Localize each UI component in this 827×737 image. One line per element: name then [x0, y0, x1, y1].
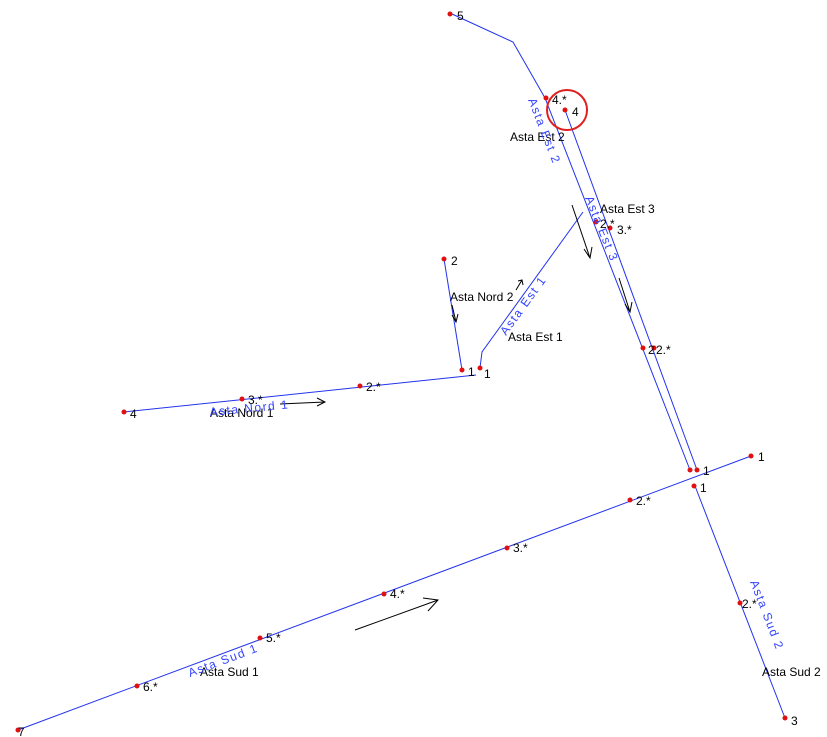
node-dot: [694, 467, 700, 473]
asset-name: Asta Est 2: [510, 130, 565, 144]
branch-line: [451, 13, 691, 471]
node-label: 5.*: [266, 631, 281, 645]
node-label: 7: [18, 725, 25, 737]
node-label: 2: [648, 343, 655, 357]
node-label: 3: [791, 714, 798, 728]
node-label: 5: [457, 9, 464, 23]
node-dot: [651, 345, 657, 351]
node-label: 2.*: [366, 380, 381, 394]
labels: 54.*42.* 3.*22 2.*1 12.*3.*41112.*3.*4.*5.*…: [18, 9, 821, 737]
node-dot: [543, 95, 549, 101]
node-label: 2.*: [656, 343, 671, 357]
node-dot: [357, 383, 363, 389]
node-dot: [748, 453, 754, 459]
node-dot: [459, 367, 465, 373]
node-label: 4.*: [552, 93, 567, 107]
node-label: 1: [484, 367, 491, 381]
node-dot: [239, 396, 245, 402]
node-dot: [687, 467, 693, 473]
node-label: 6.*: [143, 680, 158, 694]
branch-line: [443, 258, 463, 371]
node-dot: [737, 600, 743, 606]
node-dot: [15, 727, 21, 733]
node-dot: [691, 483, 697, 489]
asset-name: Asta Sud 2: [762, 665, 821, 679]
node-dot: [607, 225, 613, 231]
arrow: [279, 397, 327, 407]
selection-circle: [546, 89, 588, 131]
node-label: 1: [700, 481, 707, 495]
arrow: [354, 597, 440, 631]
node-dot: [782, 715, 788, 721]
node-dot: [504, 545, 510, 551]
arrows: [279, 204, 633, 631]
node-label: 3.*: [248, 393, 263, 407]
node-label: 3.*: [513, 541, 528, 555]
asset-name: Asta Est 3: [600, 202, 655, 216]
asset-name: Asta Est 1: [508, 330, 563, 344]
node-dot: [257, 635, 263, 641]
node-dot: [593, 219, 599, 225]
node-label: 4: [130, 407, 137, 421]
arrow: [618, 277, 633, 314]
node-label: 1: [468, 365, 475, 379]
branch-label: Asta Est 1: [497, 273, 549, 338]
nodes: [15, 11, 788, 733]
branch-line: [479, 211, 584, 369]
node-dot: [121, 409, 127, 415]
branches: [17, 13, 786, 731]
node-label: 4: [572, 105, 579, 119]
node-dot: [441, 256, 447, 262]
branch-line: [123, 374, 477, 413]
node-dot: [381, 591, 387, 597]
node-dot: [447, 11, 453, 17]
asset-name: Asta Nord 1: [210, 406, 274, 420]
node-dot: [134, 683, 140, 689]
arrow: [571, 204, 593, 260]
node-label: 3.*: [617, 223, 632, 237]
node-label: 2.*: [636, 494, 651, 508]
node-dot: [477, 365, 483, 371]
node-label: 2: [451, 254, 458, 268]
node-label: 2.*: [600, 217, 615, 231]
node-label: 4.*: [390, 587, 405, 601]
branch-line: [564, 109, 698, 471]
node-label: 1: [758, 450, 765, 464]
asset-name: Asta Nord 2: [450, 290, 514, 304]
node-dot: [640, 345, 646, 351]
node-dot: [627, 497, 633, 503]
node-label: 1: [703, 464, 710, 478]
node-label: 2.*: [742, 597, 757, 611]
asset-name: Asta Sud 1: [200, 665, 259, 679]
branch-label: Asta Sud 2: [747, 578, 786, 652]
arrow: [451, 304, 459, 324]
arrow: [515, 279, 524, 291]
node-dot: [562, 107, 568, 113]
